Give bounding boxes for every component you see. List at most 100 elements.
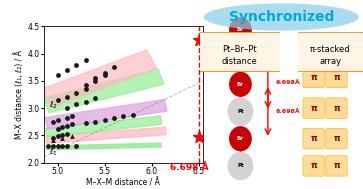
Polygon shape [46, 116, 162, 137]
Y-axis label: M–X distance (ℓ₁, ℓ₂) / Å: M–X distance (ℓ₁, ℓ₂) / Å [15, 50, 24, 139]
Point [55, 74, 61, 77]
FancyBboxPatch shape [296, 32, 363, 72]
Point [74, 63, 79, 66]
Point [111, 66, 117, 69]
Point [69, 135, 75, 138]
Point [83, 122, 89, 125]
Point [60, 145, 65, 148]
Point [83, 88, 89, 91]
Text: Br: Br [237, 27, 244, 32]
Text: π: π [310, 104, 317, 113]
Text: Pt: Pt [237, 55, 244, 60]
Point [83, 100, 89, 103]
Point [64, 133, 70, 136]
Text: Br: Br [237, 136, 244, 141]
Text: Pt: Pt [237, 109, 244, 114]
Text: π: π [333, 134, 340, 143]
Point [64, 116, 70, 119]
Point [50, 138, 56, 141]
Text: π-stacked: π-stacked [310, 46, 351, 54]
Point [64, 145, 70, 148]
FancyBboxPatch shape [303, 129, 324, 149]
Polygon shape [45, 100, 167, 129]
Point [83, 84, 89, 87]
Point [45, 145, 51, 148]
Point [55, 135, 61, 138]
Circle shape [228, 152, 253, 180]
FancyBboxPatch shape [326, 98, 347, 118]
Point [102, 71, 107, 74]
Point [92, 120, 98, 123]
Text: 6.698 Å: 6.698 Å [170, 163, 209, 172]
Point [60, 134, 65, 137]
Text: π: π [310, 161, 317, 170]
Point [60, 136, 65, 139]
Point [121, 115, 126, 118]
Text: π: π [333, 73, 340, 82]
Point [69, 115, 75, 118]
Point [102, 74, 107, 77]
Text: 6.698Å: 6.698Å [276, 109, 300, 114]
Polygon shape [46, 127, 166, 143]
Point [74, 145, 79, 148]
FancyBboxPatch shape [326, 67, 347, 88]
Point [74, 91, 79, 94]
Circle shape [228, 43, 253, 71]
FancyBboxPatch shape [303, 156, 324, 176]
Text: π: π [310, 73, 317, 82]
Ellipse shape [204, 3, 359, 31]
X-axis label: M–X–M distance / Å: M–X–M distance / Å [86, 178, 160, 188]
Point [83, 59, 89, 62]
Circle shape [228, 98, 253, 125]
Point [130, 113, 136, 116]
FancyBboxPatch shape [326, 156, 347, 176]
Point [92, 97, 98, 100]
Point [74, 102, 79, 105]
Text: π: π [333, 161, 340, 170]
Point [50, 120, 56, 123]
Text: Br: Br [237, 82, 244, 87]
Text: array: array [319, 57, 341, 66]
Text: π: π [333, 104, 340, 113]
FancyBboxPatch shape [326, 129, 347, 149]
Point [55, 98, 61, 101]
Point [50, 136, 56, 139]
Point [92, 79, 98, 82]
Point [92, 77, 98, 80]
Point [196, 39, 201, 42]
Polygon shape [46, 143, 161, 150]
FancyBboxPatch shape [303, 98, 324, 118]
FancyBboxPatch shape [326, 37, 347, 57]
Text: Synchronized: Synchronized [229, 10, 334, 24]
Point [64, 107, 70, 110]
Point [64, 96, 70, 99]
Point [55, 127, 61, 130]
Polygon shape [44, 69, 164, 113]
Circle shape [230, 18, 251, 42]
Text: distance: distance [222, 57, 257, 66]
Point [55, 145, 61, 148]
Circle shape [230, 72, 251, 96]
Point [64, 68, 70, 71]
Point [60, 126, 65, 129]
FancyBboxPatch shape [197, 32, 282, 72]
FancyBboxPatch shape [303, 67, 324, 88]
Text: π: π [310, 134, 317, 143]
Point [111, 116, 117, 119]
Text: π: π [333, 42, 340, 51]
Point [64, 124, 70, 127]
FancyBboxPatch shape [303, 37, 324, 57]
Text: $\ell_1$: $\ell_1$ [49, 146, 58, 158]
Text: π: π [310, 42, 317, 51]
Point [50, 145, 56, 148]
Point [69, 123, 75, 126]
Text: 6.698Å: 6.698Å [276, 80, 300, 85]
Polygon shape [41, 50, 157, 108]
Point [196, 135, 201, 138]
Text: Pt: Pt [237, 163, 244, 168]
Point [102, 119, 107, 122]
Point [55, 119, 61, 122]
Text: $\ell_2$: $\ell_2$ [49, 99, 58, 111]
Text: Pt–Br–Pt: Pt–Br–Pt [222, 46, 257, 54]
Circle shape [230, 127, 251, 151]
